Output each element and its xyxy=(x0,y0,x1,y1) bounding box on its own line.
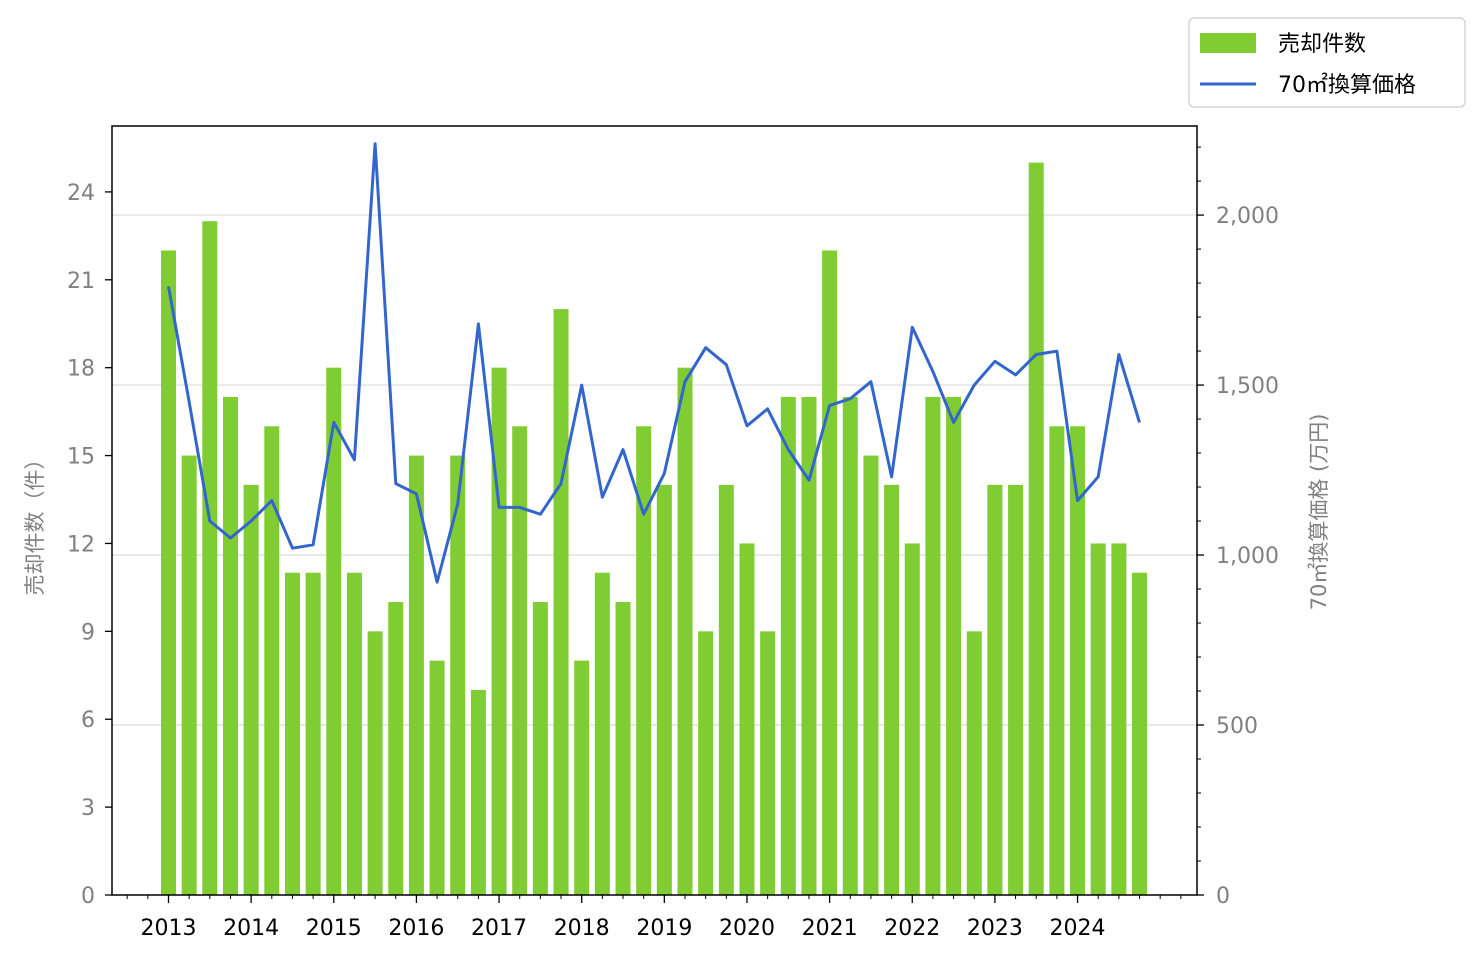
bar xyxy=(801,396,817,895)
right-tick-label: 1,500 xyxy=(1216,374,1279,399)
x-tick-label: 2020 xyxy=(719,916,775,941)
bar xyxy=(408,455,424,895)
bar xyxy=(1111,543,1127,895)
plot-frame xyxy=(111,125,1198,896)
bar xyxy=(222,396,238,895)
bar xyxy=(305,572,321,895)
left-tick-label: 12 xyxy=(67,532,95,557)
legend: 売却件数 70㎡換算価格 xyxy=(1188,17,1466,108)
bar xyxy=(1070,426,1086,895)
bar xyxy=(615,602,631,895)
bar xyxy=(1008,484,1024,895)
bar xyxy=(553,309,569,896)
left-tick-label: 6 xyxy=(81,708,95,733)
x-tick-label: 2016 xyxy=(388,916,444,941)
bar xyxy=(243,484,259,895)
bar xyxy=(904,543,920,895)
x-tick-label: 2021 xyxy=(802,916,858,941)
left-axis: 0 3 6 9 12 15 18 21 24 xyxy=(67,181,112,909)
bar-series xyxy=(161,162,1148,896)
left-tick-label: 21 xyxy=(67,269,95,294)
right-tick-label: 2,000 xyxy=(1216,204,1279,229)
left-tick-label: 9 xyxy=(81,620,95,645)
x-axis: 2013 2014 2015 2016 2017 2018 2019 2020 2021 2022… xyxy=(126,895,1182,941)
bar xyxy=(1049,426,1065,895)
bar xyxy=(698,631,714,895)
bar xyxy=(636,426,652,895)
x-tick-label: 2022 xyxy=(884,916,940,941)
bar xyxy=(842,396,858,895)
left-axis-label: 売却件数（件） xyxy=(23,449,47,596)
left-tick-label: 0 xyxy=(81,884,95,909)
bar xyxy=(987,484,1003,895)
bar xyxy=(822,250,838,895)
bar xyxy=(532,602,548,895)
price-line xyxy=(167,142,1141,584)
x-tick-label: 2017 xyxy=(471,916,527,941)
left-tick-label: 18 xyxy=(67,357,95,382)
x-tick-label: 2014 xyxy=(223,916,279,941)
bar xyxy=(284,572,300,895)
bar xyxy=(1028,162,1044,896)
x-tick-label: 2018 xyxy=(554,916,610,941)
bar xyxy=(925,396,941,895)
left-tick-label: 15 xyxy=(67,445,95,470)
bar xyxy=(574,660,590,895)
right-tick-label: 0 xyxy=(1216,884,1230,909)
bar xyxy=(946,396,962,895)
bar xyxy=(202,221,218,895)
bar xyxy=(161,250,176,895)
bar xyxy=(450,455,466,895)
x-tick-label: 2019 xyxy=(636,916,692,941)
bar xyxy=(181,455,197,895)
bar xyxy=(491,367,507,896)
bar xyxy=(388,602,404,895)
bar xyxy=(718,484,734,895)
bar xyxy=(656,484,672,895)
bar xyxy=(429,660,445,895)
bar xyxy=(884,484,900,895)
legend-line-label: 70㎡換算価格 xyxy=(1278,72,1416,98)
bar xyxy=(677,367,693,896)
bar xyxy=(863,455,879,895)
bar xyxy=(1090,543,1106,895)
line-series xyxy=(167,142,1141,584)
bar xyxy=(470,689,486,895)
bar xyxy=(326,367,342,896)
x-tick-label: 2023 xyxy=(967,916,1023,941)
left-tick-label: 3 xyxy=(81,796,95,821)
left-tick-label: 24 xyxy=(67,181,95,206)
right-tick-label: 1,000 xyxy=(1216,544,1279,569)
bar xyxy=(739,543,755,895)
bar xyxy=(264,426,280,895)
legend-bar-label: 売却件数 xyxy=(1278,32,1366,57)
legend-bar-swatch xyxy=(1200,33,1256,53)
x-tick-label: 2013 xyxy=(141,916,197,941)
right-axis: 0 500 1,000 1,500 2,000 xyxy=(1197,146,1279,909)
bar xyxy=(1132,572,1148,895)
bar xyxy=(346,572,362,895)
bar xyxy=(512,426,528,895)
legend-box xyxy=(1188,17,1466,108)
right-tick-label: 500 xyxy=(1216,714,1258,739)
right-axis-label: 70㎡換算価格 (万円) xyxy=(1307,414,1331,611)
bar xyxy=(760,631,776,895)
x-tick-label: 2024 xyxy=(1050,916,1106,941)
bar xyxy=(367,631,383,895)
x-tick-label: 2015 xyxy=(306,916,362,941)
bar xyxy=(594,572,610,895)
bar xyxy=(966,631,982,895)
bar xyxy=(780,396,796,895)
